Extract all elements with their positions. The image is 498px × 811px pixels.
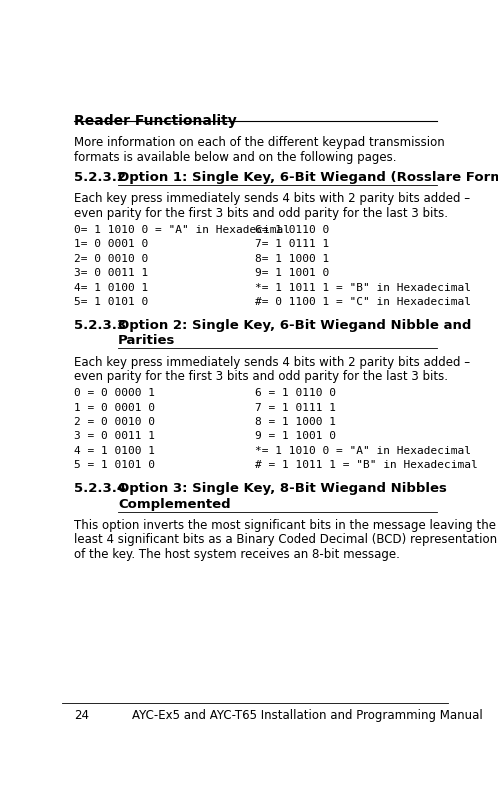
Text: 24: 24 bbox=[74, 708, 89, 721]
Text: AYC-Ex5 and AYC-T65 Installation and Programming Manual: AYC-Ex5 and AYC-T65 Installation and Pro… bbox=[131, 708, 483, 721]
Text: *= 1 1010 0 = "A" in Hexadecimal: *= 1 1010 0 = "A" in Hexadecimal bbox=[255, 445, 471, 455]
Text: 5= 1 0101 0: 5= 1 0101 0 bbox=[74, 297, 148, 307]
Text: 3= 0 0011 1: 3= 0 0011 1 bbox=[74, 268, 148, 278]
Text: Parities: Parities bbox=[118, 334, 176, 347]
Text: Option 2: Single Key, 6-Bit Wiegand Nibble and: Option 2: Single Key, 6-Bit Wiegand Nibb… bbox=[118, 319, 472, 332]
Text: 9 = 1 1001 0: 9 = 1 1001 0 bbox=[255, 431, 336, 440]
Text: 0= 1 1010 0 = "A" in Hexadecimal: 0= 1 1010 0 = "A" in Hexadecimal bbox=[74, 225, 290, 234]
Text: even parity for the first 3 bits and odd parity for the last 3 bits.: even parity for the first 3 bits and odd… bbox=[74, 207, 448, 220]
Text: Complemented: Complemented bbox=[118, 497, 231, 510]
Text: 5 = 1 0101 0: 5 = 1 0101 0 bbox=[74, 460, 155, 470]
Text: 6= 1 0110 0: 6= 1 0110 0 bbox=[255, 225, 330, 234]
Text: 6 = 1 0110 0: 6 = 1 0110 0 bbox=[255, 388, 336, 397]
Text: of the key. The host system receives an 8-bit message.: of the key. The host system receives an … bbox=[74, 547, 400, 560]
Text: *= 1 1011 1 = "B" in Hexadecimal: *= 1 1011 1 = "B" in Hexadecimal bbox=[255, 282, 471, 292]
Text: 8= 1 1000 1: 8= 1 1000 1 bbox=[255, 253, 330, 264]
Text: 4 = 1 0100 1: 4 = 1 0100 1 bbox=[74, 445, 155, 455]
Text: Each key press immediately sends 4 bits with 2 parity bits added –: Each key press immediately sends 4 bits … bbox=[74, 355, 470, 368]
Text: # = 1 1011 1 = "B" in Hexadecimal: # = 1 1011 1 = "B" in Hexadecimal bbox=[255, 460, 478, 470]
Text: Option 3: Single Key, 8-Bit Wiegand Nibbles: Option 3: Single Key, 8-Bit Wiegand Nibb… bbox=[118, 482, 447, 495]
Text: 5.2.3.3: 5.2.3.3 bbox=[74, 319, 126, 332]
Text: 7 = 1 0111 1: 7 = 1 0111 1 bbox=[255, 402, 336, 412]
Text: Reader Functionality: Reader Functionality bbox=[74, 114, 237, 127]
Text: This option inverts the most significant bits in the message leaving the: This option inverts the most significant… bbox=[74, 518, 496, 531]
Text: 1= 0 0001 0: 1= 0 0001 0 bbox=[74, 239, 148, 249]
Text: 2= 0 0010 0: 2= 0 0010 0 bbox=[74, 253, 148, 264]
Text: 5.2.3.4: 5.2.3.4 bbox=[74, 482, 126, 495]
Text: 1 = 0 0001 0: 1 = 0 0001 0 bbox=[74, 402, 155, 412]
Text: 7= 1 0111 1: 7= 1 0111 1 bbox=[255, 239, 330, 249]
Text: Option 1: Single Key, 6-Bit Wiegand (Rosslare Format): Option 1: Single Key, 6-Bit Wiegand (Ros… bbox=[118, 171, 498, 184]
Text: 2 = 0 0010 0: 2 = 0 0010 0 bbox=[74, 416, 155, 427]
Text: least 4 significant bits as a Binary Coded Decimal (BCD) representation: least 4 significant bits as a Binary Cod… bbox=[74, 533, 497, 546]
Text: formats is available below and on the following pages.: formats is available below and on the fo… bbox=[74, 150, 396, 163]
Text: even parity for the first 3 bits and odd parity for the last 3 bits.: even parity for the first 3 bits and odd… bbox=[74, 370, 448, 383]
Text: More information on each of the different keypad transmission: More information on each of the differen… bbox=[74, 136, 445, 149]
Text: Each key press immediately sends 4 bits with 2 parity bits added –: Each key press immediately sends 4 bits … bbox=[74, 192, 470, 205]
Text: 9= 1 1001 0: 9= 1 1001 0 bbox=[255, 268, 330, 278]
Text: 3 = 0 0011 1: 3 = 0 0011 1 bbox=[74, 431, 155, 440]
Text: 0 = 0 0000 1: 0 = 0 0000 1 bbox=[74, 388, 155, 397]
Text: 8 = 1 1000 1: 8 = 1 1000 1 bbox=[255, 416, 336, 427]
Text: #= 0 1100 1 = "C" in Hexadecimal: #= 0 1100 1 = "C" in Hexadecimal bbox=[255, 297, 471, 307]
Text: 5.2.3.2: 5.2.3.2 bbox=[74, 171, 126, 184]
Text: 4= 1 0100 1: 4= 1 0100 1 bbox=[74, 282, 148, 292]
